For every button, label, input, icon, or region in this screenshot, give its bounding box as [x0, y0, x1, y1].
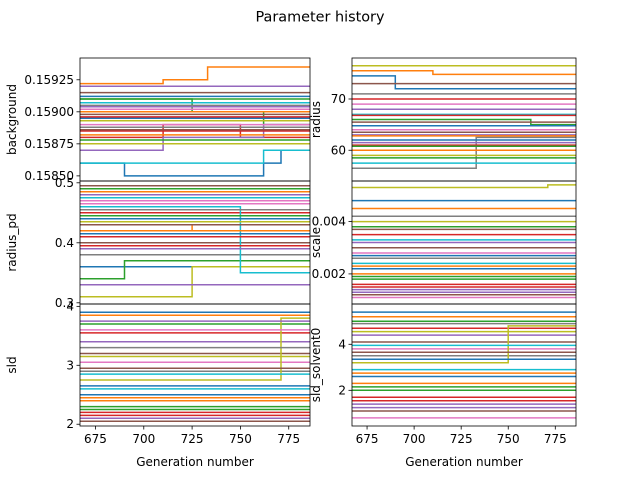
series-line-3: [352, 118, 576, 126]
y-axis-label: radius: [309, 101, 323, 138]
series-line-1: [352, 75, 576, 90]
y-tick-label: 0.15900: [24, 105, 74, 119]
y-tick-label: 3: [66, 358, 74, 372]
series-group: [352, 64, 576, 169]
series-line-2: [80, 224, 310, 232]
figure-title: Parameter history: [256, 10, 385, 26]
series-line-2: [352, 70, 576, 76]
axes-frame: [351, 303, 577, 427]
y-tick-label: 0.15850: [24, 169, 74, 183]
series-line-10: [80, 206, 310, 274]
panel-sld: 2 3 4 675 700 725 750 775 sld Generation number: [5, 299, 311, 469]
x-tick-label: 700: [132, 432, 155, 446]
y-tick-label: 70: [331, 92, 346, 106]
series-line-2: [80, 66, 310, 85]
y-tick-label: 4: [66, 299, 74, 313]
series-line-9: [80, 317, 310, 381]
y-axis-label: radius_pd: [5, 213, 19, 271]
x-tick-label: 675: [356, 432, 379, 446]
y-tick-label: 0.5: [55, 176, 74, 190]
x-axis-label: Generation number: [136, 455, 254, 469]
panel-background: 0.15850 0.15875 0.15900 0.15925 background: [5, 57, 311, 183]
y-tick-label: 0.15925: [24, 73, 74, 87]
series-group: [80, 311, 310, 423]
y-tick-label: 0.4: [55, 236, 74, 250]
series-group: [80, 185, 310, 298]
y-axis-label: sld: [5, 356, 19, 373]
y-tick-label: 2: [338, 383, 346, 397]
panel-radius_pd: 0.3 0.4 0.5 radius_pd: [5, 176, 311, 310]
x-tick-label: 675: [84, 432, 107, 446]
x-tick-label: 775: [544, 432, 567, 446]
x-tick-label: 750: [497, 432, 520, 446]
y-tick-label: 0.15875: [24, 137, 74, 151]
panel-grid: 0.15850 0.15875 0.15900 0.15925 background 60…: [5, 57, 577, 469]
x-tick-label: 725: [450, 432, 473, 446]
x-tick-label: 725: [181, 432, 204, 446]
y-axis-label: background: [5, 84, 19, 155]
panel-sld_solvent0: 2 4 675 700 725 750 775 sld_solvent0 Generation …: [309, 303, 577, 469]
series-line-10: [80, 149, 310, 164]
series-line-3: [80, 260, 310, 280]
axes-frame: [79, 303, 311, 427]
y-axis-label: sld_solvent0: [309, 328, 323, 403]
series-line-9: [352, 325, 576, 364]
y-tick-label: 60: [331, 143, 346, 157]
y-tick-label: 0.002: [312, 267, 346, 281]
y-tick-label: 0.004: [312, 215, 346, 229]
series-line-8: [352, 136, 576, 169]
y-tick-label: 0.3: [55, 296, 74, 310]
series-line-9: [80, 266, 310, 298]
x-tick-label: 775: [277, 432, 300, 446]
y-axis-label: scale: [309, 227, 323, 258]
series-line-9: [352, 184, 576, 189]
x-axis-label: Generation number: [405, 455, 523, 469]
series-group: [352, 311, 576, 419]
series-group: [352, 184, 576, 299]
y-tick-label: 2: [66, 417, 74, 431]
panel-radius: 60 70 radius: [309, 57, 577, 182]
x-tick-label: 700: [403, 432, 426, 446]
y-tick-label: 4: [338, 337, 346, 351]
x-tick-label: 750: [229, 432, 252, 446]
series-group: [80, 66, 310, 177]
